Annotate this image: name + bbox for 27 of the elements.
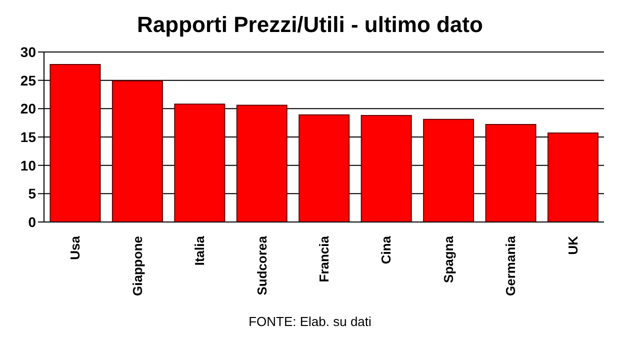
- bar: [236, 104, 288, 222]
- x-tick-label: Sudcorea: [254, 235, 270, 296]
- source-note: FONTE: Elab. su dati: [248, 314, 372, 329]
- x-tick-label: Italia: [192, 235, 208, 266]
- x-tick-label: UK: [565, 235, 580, 255]
- bar: [50, 64, 101, 222]
- x-tick-label: Usa: [68, 235, 83, 260]
- x-tick-label: Francia: [316, 235, 332, 282]
- y-tick-label: 5: [28, 186, 36, 202]
- x-tick-label: Spagna: [440, 235, 456, 283]
- bar: [485, 124, 536, 222]
- bar: [298, 114, 350, 222]
- y-tick-label: 15: [20, 128, 36, 145]
- bar: [360, 114, 412, 222]
- bar: [112, 80, 163, 222]
- x-tick-label: Giappone: [130, 236, 145, 296]
- y-tick-label: 30: [20, 44, 36, 60]
- x-tick-label: Germania: [503, 235, 518, 296]
- x-tick-label: Cina: [378, 235, 394, 264]
- y-tick-label: 10: [20, 157, 36, 174]
- bar: [548, 132, 598, 222]
- bar: [423, 118, 474, 222]
- bar: [174, 104, 226, 222]
- y-tick-label: 20: [20, 100, 36, 117]
- chart-title: Rapporti Prezzi/Utili - ultimo dato: [136, 11, 484, 39]
- y-tick-label: 0: [28, 214, 36, 230]
- y-tick-label: 25: [20, 72, 36, 88]
